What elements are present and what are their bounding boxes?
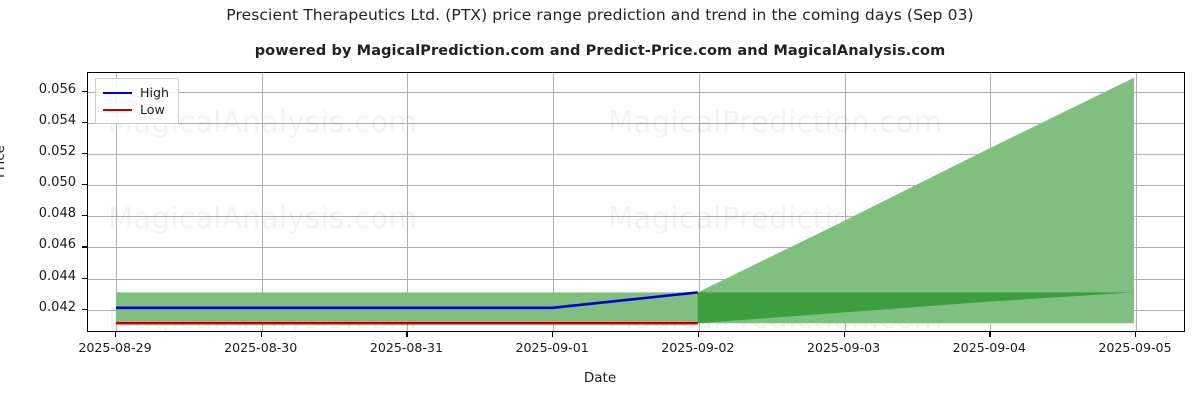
- gridline-horizontal: [88, 216, 1184, 218]
- chart-subtitle: powered by MagicalPrediction.com and Pre…: [254, 43, 946, 59]
- x-tick-mark: [843, 332, 845, 337]
- y-tick-mark: [82, 246, 87, 248]
- x-tick-mark: [406, 332, 408, 337]
- gridline-horizontal: [88, 247, 1184, 249]
- plot-area: MagicalAnalysis.comMagicalPrediction.com…: [87, 72, 1185, 332]
- legend-label-low: Low: [140, 102, 165, 117]
- y-axis-label: Price: [0, 145, 8, 178]
- y-tick-mark: [82, 121, 87, 124]
- x-tick-label: 2025-09-02: [661, 340, 735, 355]
- gridline-vertical: [698, 73, 700, 331]
- gridline-horizontal: [88, 278, 1184, 280]
- x-tick-label: 2025-09-05: [1098, 340, 1172, 355]
- legend-color-swatch-low: [103, 108, 132, 111]
- gridline-vertical: [1136, 73, 1137, 331]
- x-tick-label: 2025-09-01: [515, 340, 589, 355]
- gridline-vertical: [844, 73, 846, 331]
- x-tick-mark: [260, 332, 262, 337]
- page-title: Prescient Therapeutics Ltd. (PTX) price …: [226, 6, 974, 24]
- x-tick-mark: [552, 332, 554, 337]
- x-tick-label: 2025-08-30: [224, 340, 298, 355]
- chart-series-layer: [115, 77, 1135, 325]
- gridline-horizontal: [88, 91, 1184, 93]
- y-tick-mark: [82, 153, 87, 155]
- legend-color-swatch-high: [103, 91, 132, 94]
- y-tick-label: 0.044: [38, 268, 76, 284]
- y-tick-mark: [82, 277, 87, 279]
- y-tick-mark: [82, 215, 87, 217]
- x-axis-label: Date: [583, 370, 617, 386]
- gridline-vertical: [553, 73, 555, 331]
- y-tick-label: 0.052: [38, 143, 76, 159]
- legend-item-high[interactable]: High: [103, 84, 169, 101]
- y-tick-mark: [82, 184, 87, 186]
- y-tick-label: 0.042: [38, 299, 76, 315]
- y-tick-label: 0.056: [38, 81, 76, 97]
- gridline-vertical: [116, 73, 117, 331]
- legend: High Low: [95, 78, 179, 124]
- x-tick-mark: [697, 332, 700, 337]
- prediction-band: [115, 77, 1135, 324]
- series-line-high: [115, 291, 698, 310]
- y-tick-mark: [82, 90, 87, 92]
- x-tick-mark: [989, 332, 991, 337]
- x-tick-mark: [115, 332, 117, 337]
- gridline-horizontal: [88, 122, 1184, 124]
- y-tick-label: 0.054: [38, 112, 76, 128]
- x-tick-mark: [1135, 332, 1137, 337]
- y-tick-label: 0.050: [38, 175, 76, 191]
- x-tick-label: 2025-08-29: [78, 340, 152, 355]
- legend-label-high: High: [140, 85, 169, 100]
- gridline-horizontal: [88, 185, 1184, 187]
- y-tick-label: 0.046: [38, 237, 76, 253]
- y-tick-mark: [82, 308, 87, 310]
- gridline-vertical: [261, 73, 263, 331]
- plot-inner: MagicalAnalysis.comMagicalPrediction.com…: [88, 73, 1184, 331]
- x-tick-label: 2025-09-04: [952, 340, 1026, 355]
- gridline-vertical: [407, 73, 409, 331]
- x-tick-label: 2025-08-31: [369, 340, 444, 355]
- prediction-band: [697, 292, 1135, 324]
- y-tick-label: 0.048: [38, 206, 76, 222]
- x-tick-label: 2025-09-03: [806, 340, 881, 355]
- legend-item-low[interactable]: Low: [103, 101, 169, 118]
- gridline-horizontal: [88, 154, 1184, 155]
